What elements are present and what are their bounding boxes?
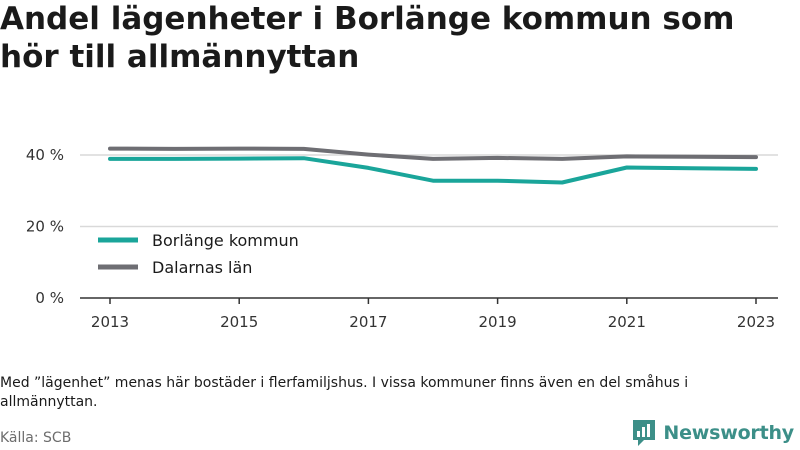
series-line-1 <box>108 146 758 161</box>
x-tick-label: 2013 <box>91 313 129 331</box>
y-tick-label: 20 % <box>26 218 64 236</box>
x-tick-label: 2019 <box>479 313 517 331</box>
x-axis <box>80 297 778 304</box>
y-axis: 0 % 20 % 40 % <box>26 146 64 307</box>
y-tick-label: 40 % <box>26 146 64 164</box>
legend-label: Borlänge kommun <box>152 231 299 250</box>
x-tick-label: 2021 <box>608 313 646 331</box>
footnote: Med ”lägenhet” menas här bostäder i fler… <box>0 375 689 410</box>
series-line-0 <box>108 156 758 185</box>
y-tick-label: 0 % <box>35 289 64 307</box>
legend-label: Dalarnas län <box>152 258 252 277</box>
x-tick-label: 2015 <box>220 313 258 331</box>
newsworthy-logo-icon <box>633 420 656 446</box>
x-tick-label: 2017 <box>349 313 387 331</box>
brand-name: Newsworthy <box>663 422 794 444</box>
source-label: Källa: SCB <box>0 430 72 446</box>
chart-title: Andel lägenheter i Borlänge kommun som h… <box>0 1 735 75</box>
x-tick-labels: 2013 2015 2017 2019 2021 2023 <box>91 313 775 331</box>
legend: Borlänge kommun Dalarnas län <box>98 231 299 277</box>
line-chart: 0 % 20 % 40 % 2013 2015 2017 2019 2021 2023 Bor… <box>26 146 778 331</box>
x-tick-label: 2023 <box>737 313 775 331</box>
gridlines <box>80 154 778 228</box>
brand-logo: Newsworthy <box>631 418 794 448</box>
series-lines <box>108 146 758 185</box>
